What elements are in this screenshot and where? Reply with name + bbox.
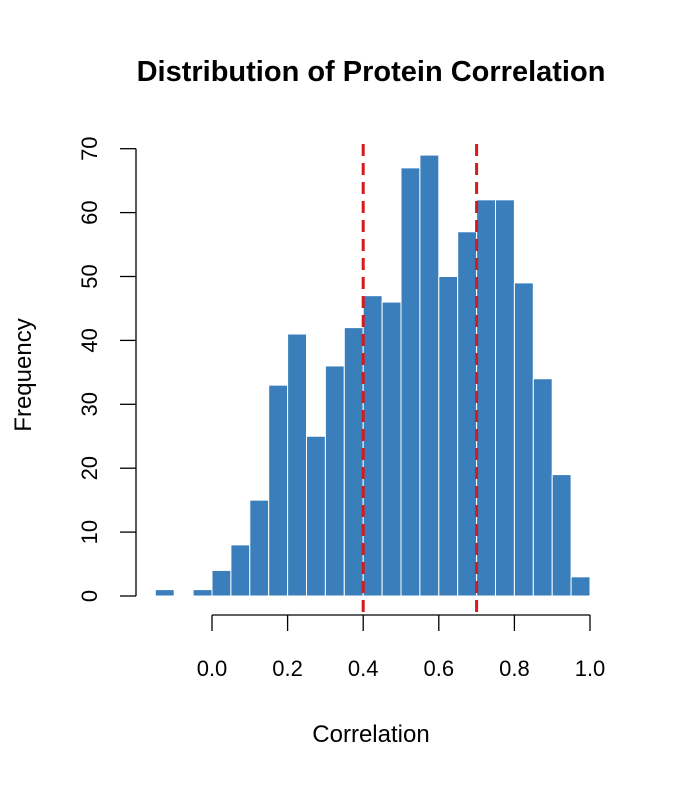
histogram-bar: [513, 282, 534, 597]
y-tick-label: 50: [77, 264, 102, 288]
y-tick-label: 20: [77, 456, 102, 480]
histogram-bar: [324, 365, 345, 597]
y-tick-label: 10: [77, 520, 102, 544]
y-tick-label: 30: [77, 392, 102, 416]
x-tick-label: 0.4: [348, 656, 379, 681]
histogram-bar: [306, 435, 326, 597]
histogram-bar: [154, 589, 175, 597]
histogram-bar: [570, 576, 591, 597]
histogram-bar: [532, 378, 553, 597]
x-axis-title: Correlation: [312, 721, 429, 748]
bars-group: [154, 154, 591, 597]
histogram-bar: [343, 327, 364, 597]
histogram-bar: [211, 569, 232, 597]
x-tick-label: 1.0: [575, 656, 606, 681]
histogram-bar: [192, 589, 213, 597]
histogram-bar: [400, 167, 421, 597]
histogram-bar: [457, 231, 478, 597]
histogram-bar: [287, 333, 308, 597]
histogram-bar: [381, 301, 402, 597]
y-tick-label: 60: [77, 200, 102, 224]
y-axis-title: Frequency: [10, 318, 37, 431]
x-tick-label: 0.6: [424, 656, 455, 681]
histogram-bar: [230, 544, 251, 597]
x-axis: 0.0 0.2 0.4 0.6 0.8 1.0: [197, 614, 606, 681]
reference-lines-group: [361, 144, 479, 616]
y-axis: 0 10 20 30 40 50 60 70: [77, 136, 137, 602]
y-tick-label: 40: [77, 328, 102, 352]
histogram-bar: [476, 199, 497, 597]
x-tick-label: 0.8: [499, 656, 530, 681]
x-tick-label: 0.0: [197, 656, 228, 681]
histogram-bar: [495, 199, 515, 597]
histogram-bar: [249, 499, 270, 597]
histogram-bar: [551, 474, 572, 597]
histogram-bar: [362, 295, 383, 597]
y-tick-label: 70: [77, 136, 102, 160]
x-tick-label: 0.2: [272, 656, 303, 681]
histogram-bar: [268, 384, 289, 597]
y-tick-label: 0: [77, 590, 102, 602]
chart-title: Distribution of Protein Correlation: [137, 56, 606, 88]
histogram-bar: [438, 276, 459, 597]
histogram-bar: [419, 154, 440, 597]
